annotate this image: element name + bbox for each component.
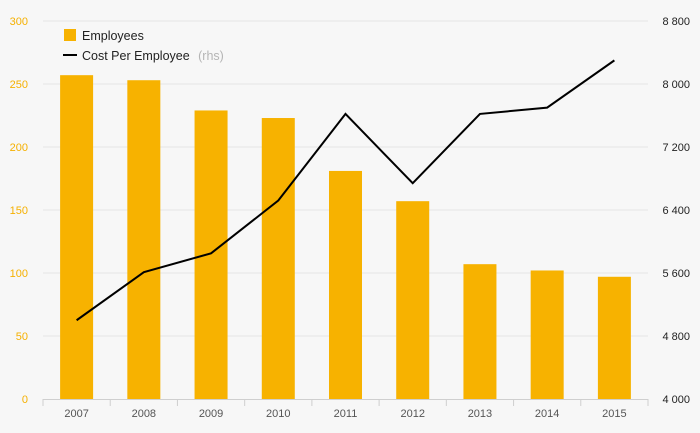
y-right-tick-label: 6 400 — [662, 205, 690, 217]
y-left-tick-label: 0 — [22, 394, 28, 406]
bar-2015 — [597, 276, 631, 399]
legend-label-cost-group: Cost Per Employee (rhs) — [82, 47, 224, 64]
bar-2007 — [60, 75, 94, 400]
legend-label-cost: Cost Per Employee — [82, 49, 190, 63]
x-tick-label: 2013 — [468, 408, 492, 420]
bar-2012 — [396, 201, 430, 399]
y-left-tick-label: 100 — [10, 268, 28, 280]
legend-label-employees: Employees — [82, 29, 144, 43]
y-right-tick-label: 4 000 — [662, 394, 690, 406]
bar-2010 — [261, 118, 295, 400]
y-left-tick-label: 250 — [10, 79, 28, 91]
y-left-tick-label: 300 — [10, 16, 28, 28]
y-axis-right: 4 000 4 800 5 600 6 400 7 200 8 000 8 800 — [662, 16, 690, 406]
x-tick-label: 2007 — [64, 408, 88, 420]
y-axis-left: 0 50 100 150 200 250 300 — [10, 16, 28, 406]
y-right-tick-label: 4 800 — [662, 331, 690, 343]
x-tick-label: 2010 — [266, 408, 290, 420]
x-tick-label: 2008 — [132, 408, 156, 420]
y-right-tick-label: 8 800 — [662, 16, 690, 28]
y-left-tick-label: 200 — [10, 142, 28, 154]
x-tick-label: 2011 — [334, 408, 358, 420]
legend-label-cost-suffix: (rhs) — [198, 49, 224, 63]
legend: Employees Cost Per Employee (rhs) — [63, 29, 224, 64]
bar-series — [60, 75, 631, 400]
x-tick-label: 2012 — [400, 408, 424, 420]
y-left-tick-label: 50 — [16, 331, 28, 343]
bar-2008 — [127, 80, 161, 399]
legend-swatch-employees — [64, 29, 76, 41]
x-tick-label: 2009 — [199, 408, 223, 420]
bar-2011 — [329, 170, 362, 399]
x-tick-label: 2014 — [535, 408, 559, 420]
x-axis: 2007 2008 2009 2010 2011 2012 2013 2014 2015 — [42, 399, 649, 420]
y-right-tick-label: 8 000 — [662, 79, 690, 91]
y-left-tick-label: 150 — [10, 205, 28, 217]
bar-2014 — [530, 270, 564, 399]
y-right-tick-label: 7 200 — [662, 142, 690, 154]
x-tick-label: 2015 — [602, 408, 626, 420]
bar-2009 — [194, 110, 228, 400]
bar-2013 — [463, 264, 497, 399]
line-series — [76, 59, 615, 322]
y-right-tick-label: 5 600 — [662, 268, 690, 280]
